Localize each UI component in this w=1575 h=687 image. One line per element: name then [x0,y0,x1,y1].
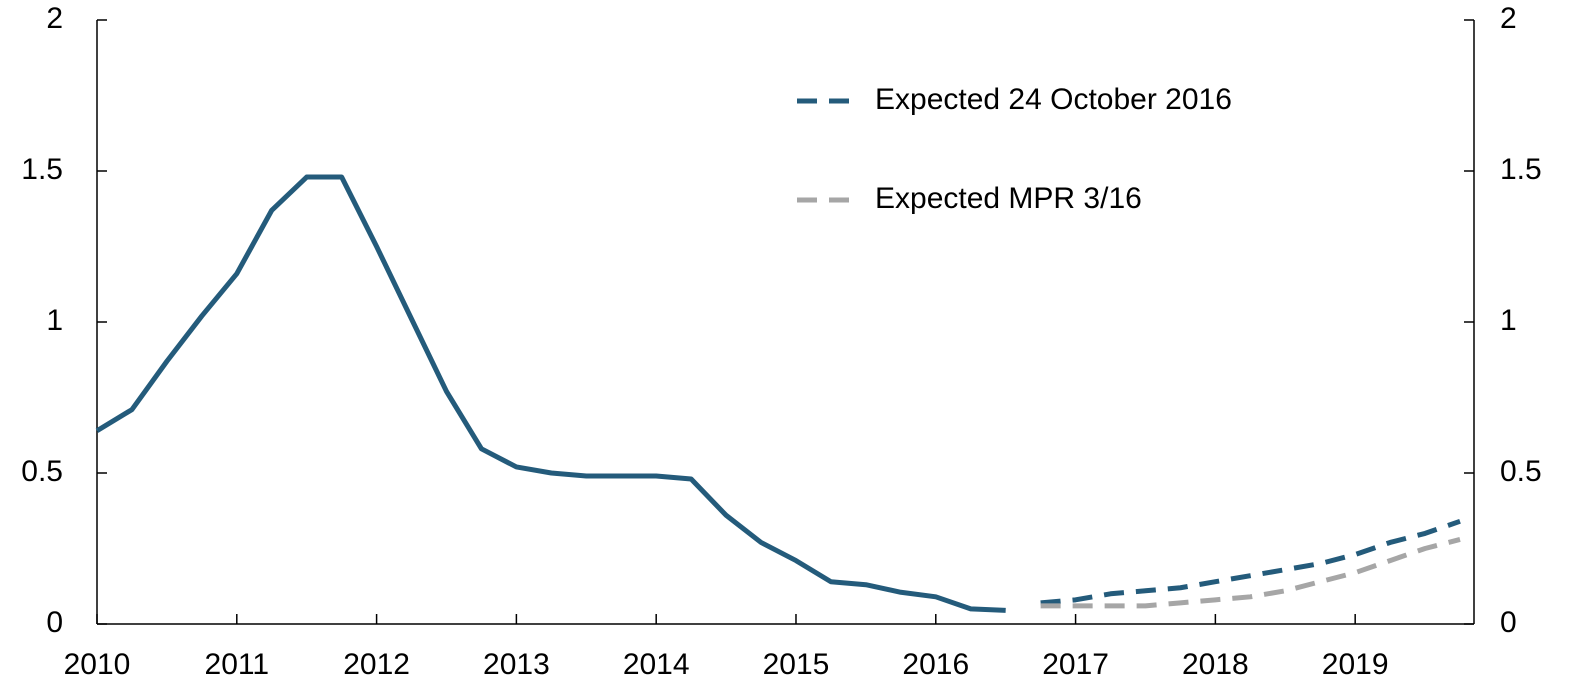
x-tick-label: 2015 [763,648,830,681]
x-tick-label: 2019 [1322,648,1389,681]
y2-tick-label: 0 [1500,606,1517,639]
y-tick-label: 1 [46,304,63,337]
x-tick-label: 2018 [1182,648,1249,681]
line-series [95,174,1006,613]
x-tick-label: 2016 [902,648,969,681]
line-series [1040,537,1461,609]
x-tick-label: 2014 [623,648,690,681]
line-series [1040,518,1461,606]
x-tick-label: 2013 [483,648,550,681]
x-tick-label: 2017 [1042,648,1109,681]
legend-label: Expected MPR 3/16 [875,182,1142,215]
y2-tick-label: 1 [1500,304,1517,337]
legend-label: Expected 24 October 2016 [875,83,1232,116]
y-tick-label: 0.5 [21,455,63,488]
y-tick-label: 1.5 [21,153,63,186]
y2-tick-label: 0.5 [1500,455,1542,488]
x-tick-label: 2011 [205,648,270,681]
y2-tick-label: 1.5 [1500,153,1542,186]
x-tick-label: 2012 [343,648,410,681]
x-tick-label: 2010 [64,648,131,681]
y-tick-label: 0 [46,606,63,639]
y2-tick-label: 2 [1500,2,1517,35]
y-tick-label: 2 [46,2,63,35]
